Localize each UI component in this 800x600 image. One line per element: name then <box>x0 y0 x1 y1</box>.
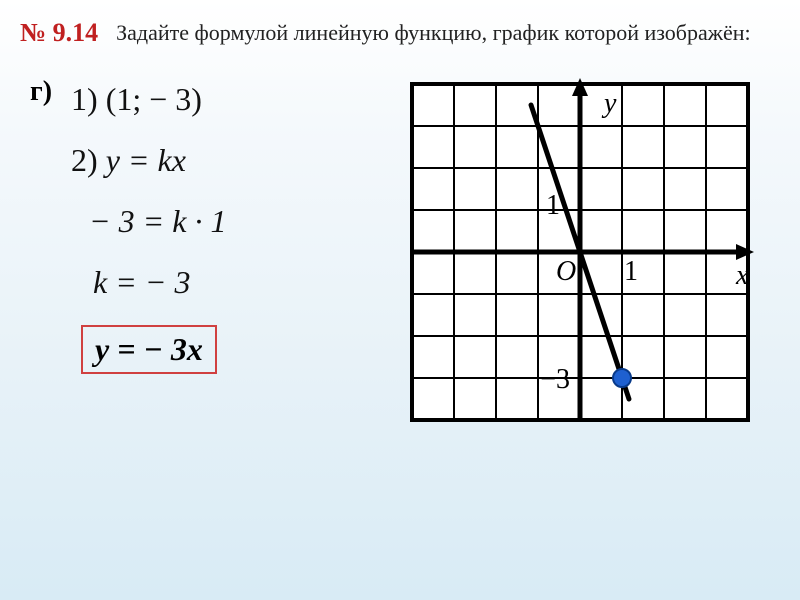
svg-text:y: y <box>601 88 617 119</box>
problem-text: Задайте формулой линейную функцию, графи… <box>116 18 750 49</box>
function-graph: y x O 1 1 −3 <box>402 74 758 430</box>
problem-number: № 9.14 <box>20 18 98 48</box>
step-1: 1) (1; − 3) <box>71 74 226 125</box>
svg-text:1: 1 <box>546 190 560 221</box>
step-4: k = − 3 <box>93 257 226 308</box>
svg-text:−3: −3 <box>540 364 570 395</box>
step-2: 2) y = kx <box>71 135 226 186</box>
svg-text:O: O <box>556 256 576 287</box>
step-3: − 3 = k · 1 <box>89 196 226 247</box>
svg-text:x: x <box>735 260 749 291</box>
svg-text:1: 1 <box>624 256 638 287</box>
solution-steps: 1) (1; − 3) 2) y = kx − 3 = k · 1 k = − … <box>71 74 226 374</box>
variant-label: г) <box>30 76 52 108</box>
answer-box: y = − 3x <box>81 325 217 374</box>
